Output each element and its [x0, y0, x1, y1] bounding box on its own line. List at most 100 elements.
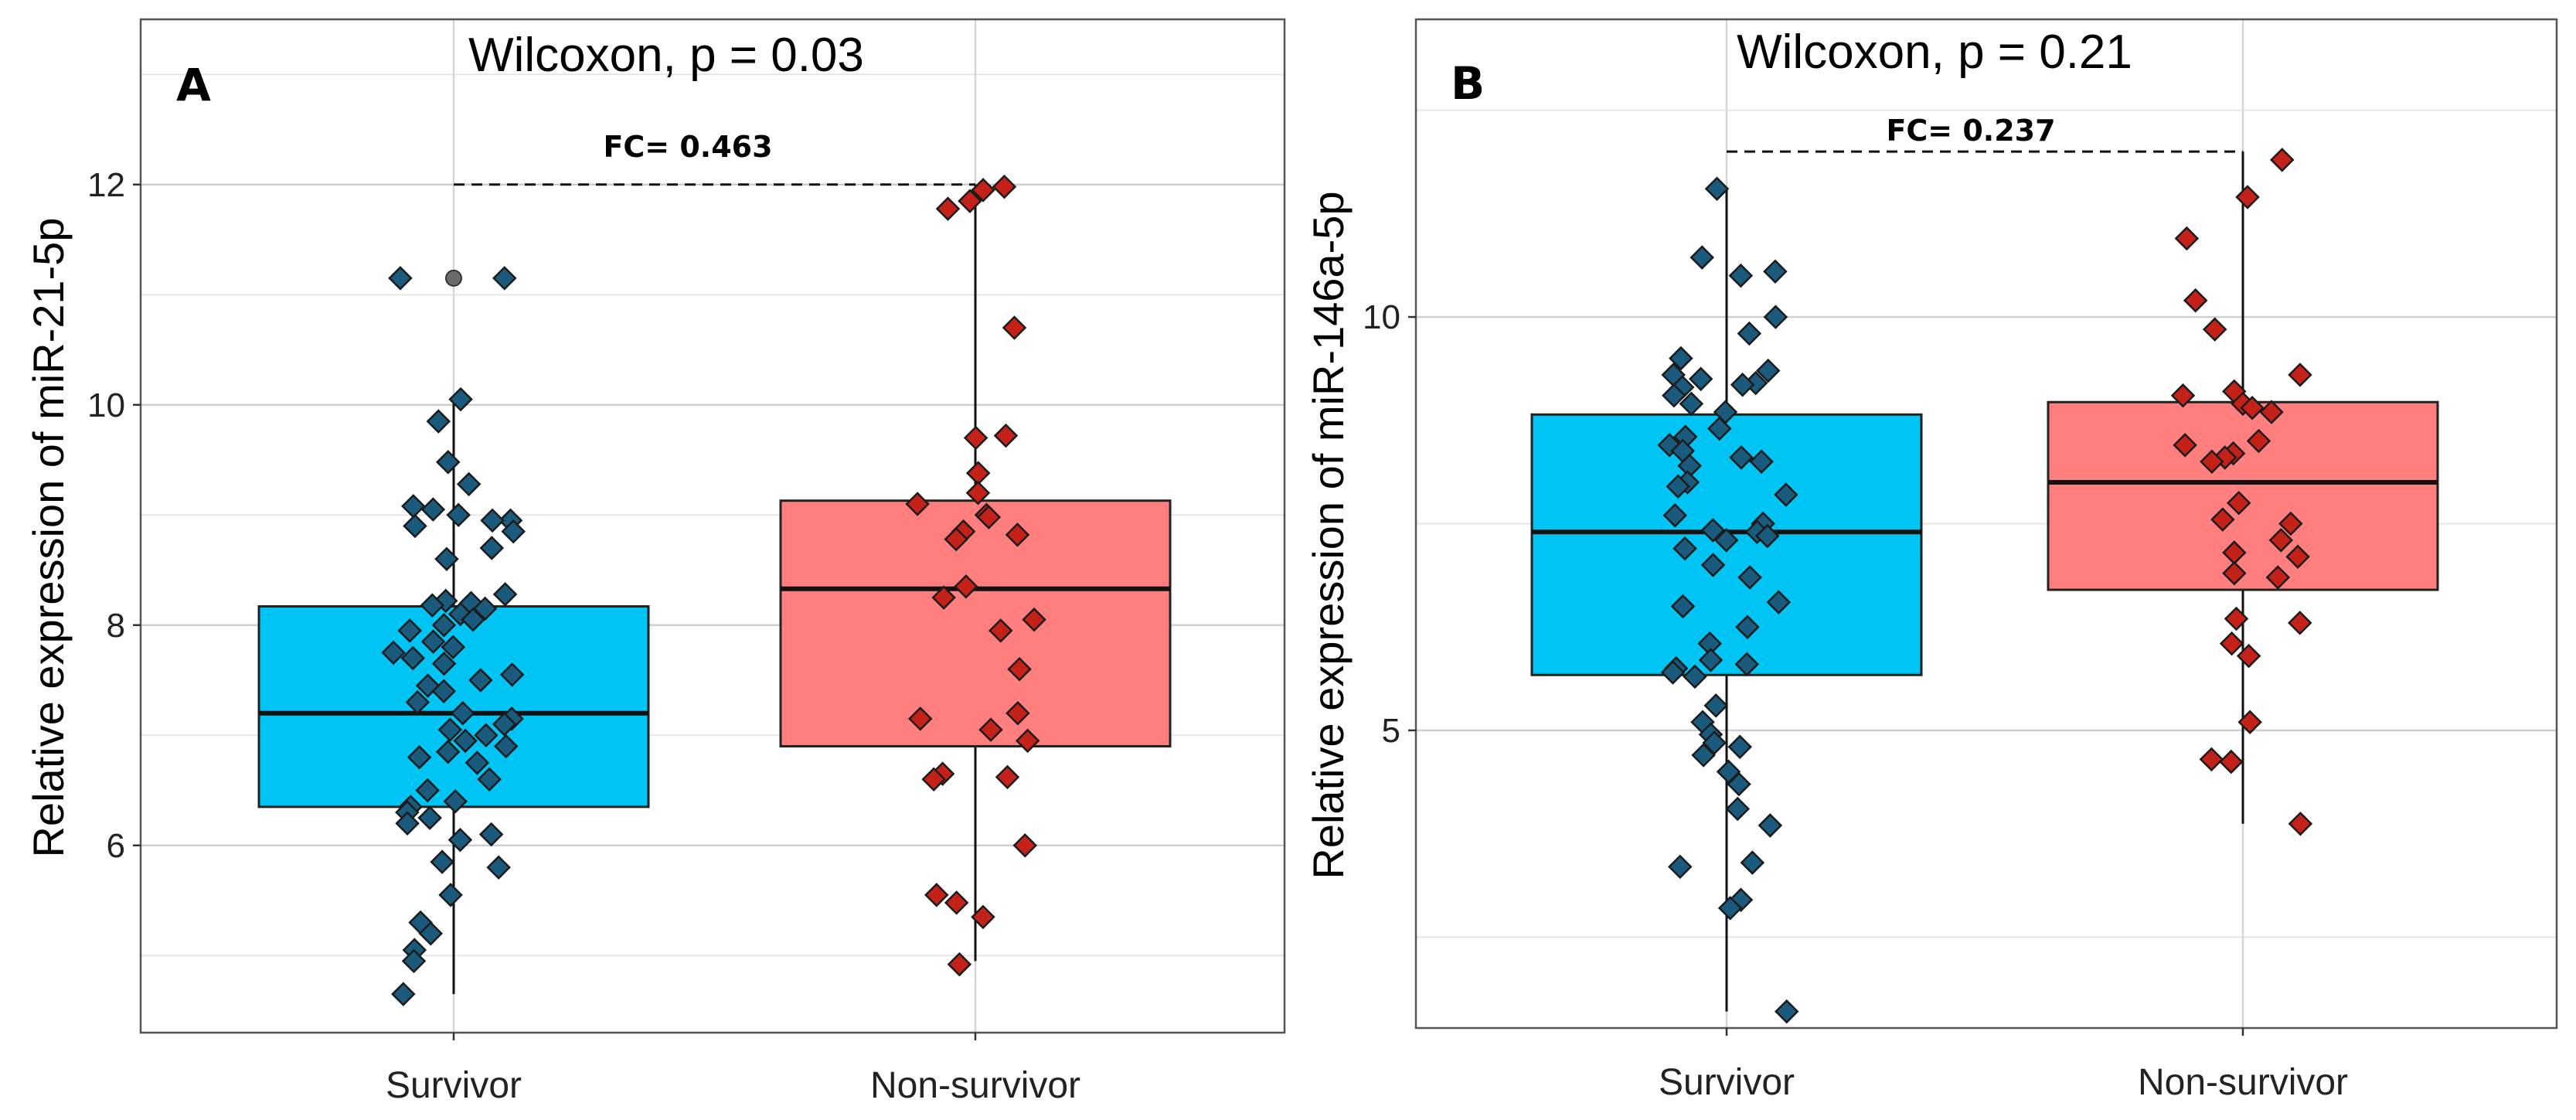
data-point [405, 689, 430, 715]
data-point [1662, 503, 1688, 528]
data-point [1662, 383, 1686, 408]
chart-title: Wilcoxon, p = 0.03 [468, 29, 864, 82]
data-point [1679, 391, 1704, 417]
data-point [492, 582, 518, 607]
data-point [935, 196, 961, 221]
data-point [417, 805, 442, 830]
data-point [415, 778, 440, 803]
data-point [480, 508, 505, 533]
data-point [397, 618, 422, 643]
data-point [2236, 643, 2261, 669]
data-point [995, 764, 1020, 790]
data-point [963, 425, 989, 451]
data-point [1669, 346, 1693, 371]
data-point [1673, 536, 1697, 561]
y-axis-label: Relative expression of miR-146a-5p [1304, 191, 1353, 879]
data-point [1688, 366, 1713, 392]
data-point [2287, 611, 2312, 635]
data-point [944, 526, 968, 552]
data-point [1758, 813, 1783, 838]
data-point [431, 651, 457, 676]
data-point [976, 505, 1002, 529]
data-point [1713, 528, 1739, 553]
data-point [2285, 544, 2310, 570]
data-point [493, 734, 519, 759]
data-point [433, 588, 458, 614]
data-point [993, 423, 1019, 448]
data-point [924, 883, 949, 907]
box-non-survivor [779, 499, 1172, 747]
data-point [1700, 518, 1726, 543]
data-point [1012, 832, 1038, 858]
data-point [407, 744, 432, 770]
data-point [1691, 743, 1716, 768]
data-point [1734, 652, 1760, 677]
data-point [992, 174, 1017, 199]
data-point [453, 728, 478, 754]
plot-border [1414, 18, 2558, 1030]
data-point [1015, 728, 1040, 754]
data-point [400, 645, 426, 671]
data-point [418, 921, 444, 946]
data-point [2265, 565, 2291, 590]
data-point [1002, 315, 1027, 340]
data-point [1763, 305, 1788, 329]
data-point [905, 492, 930, 516]
y-axis-label: Relative expression of miR-21-5p [24, 218, 73, 858]
data-point [1704, 176, 1730, 202]
data-point [2219, 631, 2244, 656]
data-point [2210, 507, 2235, 532]
data-point [2240, 395, 2265, 420]
data-point [395, 811, 420, 836]
data-point [971, 904, 995, 930]
data-point [2269, 148, 2295, 172]
data-point [1774, 482, 1798, 507]
data-point [1735, 614, 1760, 639]
data-point [2199, 747, 2224, 772]
data-point [1729, 445, 1754, 470]
panel-label: B [1451, 57, 1485, 110]
data-point [434, 546, 459, 572]
data-point [1660, 660, 1686, 685]
data-point [1774, 999, 1799, 1024]
data-point [1007, 656, 1032, 682]
data-point [2200, 449, 2224, 475]
data-point [2183, 288, 2208, 313]
data-point [464, 751, 490, 775]
data-point [2288, 812, 2313, 836]
data-point [1006, 700, 1030, 726]
data-point [1022, 607, 1046, 632]
data-point [431, 679, 456, 704]
data-point [479, 536, 505, 560]
data-point [908, 706, 933, 731]
data-point [451, 700, 475, 726]
data-point [448, 386, 473, 412]
data-point [420, 593, 445, 618]
data-point [2226, 490, 2251, 516]
data-point [1707, 416, 1732, 441]
data-point [388, 266, 413, 291]
data-point [492, 266, 517, 291]
data-point [435, 450, 461, 475]
data-point [1703, 693, 1728, 718]
data-point [486, 855, 511, 880]
data-point [947, 951, 972, 977]
x-category-label: Survivor [386, 1065, 522, 1106]
data-point [435, 739, 461, 764]
data-point [441, 635, 466, 660]
panel-label: A [176, 59, 211, 111]
y-tick-label: 10 [1363, 298, 1400, 336]
data-point [431, 612, 457, 638]
data-point [1683, 664, 1707, 689]
y-tick-label: 10 [87, 386, 125, 424]
x-category-label: Non-survivor [870, 1065, 1080, 1106]
data-point [1702, 730, 1727, 755]
data-point [1749, 449, 1774, 475]
data-point [2278, 511, 2303, 536]
data-point [461, 607, 485, 632]
data-point [499, 662, 525, 687]
data-point [1737, 321, 1762, 346]
data-point [971, 178, 995, 203]
data-point [1728, 263, 1754, 288]
